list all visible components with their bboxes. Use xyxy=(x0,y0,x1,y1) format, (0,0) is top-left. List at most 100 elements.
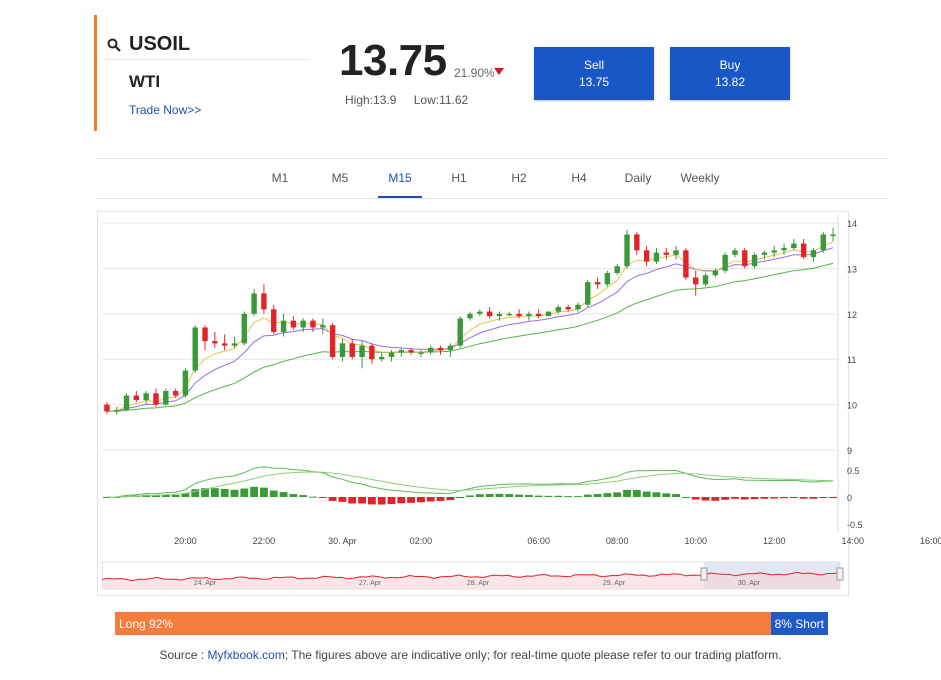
sentiment-bar: Long 92% 8% Short xyxy=(115,612,828,635)
oscillator-histogram-bar xyxy=(564,496,573,498)
time-tick-label: 10:00 xyxy=(684,536,707,546)
candle-body xyxy=(192,327,198,371)
symbol-title: USOIL xyxy=(129,33,191,55)
tab-m1[interactable]: M1 xyxy=(271,171,289,185)
sell-label: Sell xyxy=(583,57,604,72)
oscillator-histogram-bar xyxy=(367,497,376,505)
candle-body xyxy=(830,234,836,236)
oscillator-histogram-bar xyxy=(456,497,465,498)
search-icon[interactable] xyxy=(107,38,121,52)
candle-body xyxy=(388,352,395,357)
candle-body xyxy=(575,304,581,310)
candle-body xyxy=(378,356,385,360)
price-tick-label: 11 xyxy=(847,355,856,365)
source-prefix: Source : xyxy=(159,648,208,662)
candle-body xyxy=(761,252,768,255)
candle-body xyxy=(418,352,424,354)
ma-slow-line xyxy=(106,262,834,412)
time-tick-label: 30. Apr xyxy=(328,536,357,546)
tab-daily[interactable]: Daily xyxy=(624,171,652,185)
oscillator-histogram-bar xyxy=(230,489,239,497)
tab-h4[interactable]: H4 xyxy=(571,171,587,185)
navigator-series-line xyxy=(101,571,841,582)
tab-weekly[interactable]: Weekly xyxy=(680,171,720,185)
oscillator-histogram-bar xyxy=(799,497,808,499)
candle-body xyxy=(369,345,375,360)
oscillator-histogram-bar xyxy=(210,488,219,497)
oscillator-histogram-bar xyxy=(760,497,769,499)
candle-body xyxy=(496,313,503,317)
candle-body xyxy=(467,313,473,319)
oscillator-histogram-bar xyxy=(770,497,779,499)
navigator-date-label: 27. Apr xyxy=(359,580,382,587)
price-tick-label: 10 xyxy=(847,401,857,411)
tab-m5[interactable]: M5 xyxy=(331,171,349,185)
candle-body xyxy=(526,313,532,317)
trade-now-link[interactable]: Trade Now>> xyxy=(129,103,202,117)
oscillator-histogram-bar xyxy=(534,495,543,497)
oscillator-tick-label: 0 xyxy=(847,493,852,503)
ma-fast-line xyxy=(106,241,834,412)
arrow-down-icon xyxy=(494,68,504,75)
buy-button[interactable]: Buy 13.82 xyxy=(670,47,790,100)
oscillator-histogram-bar xyxy=(789,497,798,498)
candle-body xyxy=(457,318,463,346)
oscillator-histogram-bar xyxy=(377,497,386,505)
oscillator-histogram-bar xyxy=(279,492,288,497)
candle-body xyxy=(565,307,571,310)
candle-body xyxy=(810,250,817,258)
buy-label: Buy xyxy=(719,57,741,72)
accent-bar xyxy=(94,15,97,131)
sell-button[interactable]: Sell 13.75 xyxy=(534,47,654,100)
oscillator-histogram-bar xyxy=(259,487,268,497)
candle-body xyxy=(516,313,522,317)
candle-body xyxy=(231,343,238,346)
oscillator-histogram-bar xyxy=(318,497,327,498)
oscillator-histogram-bar xyxy=(152,495,160,497)
tab-h1[interactable]: H1 xyxy=(451,171,467,185)
oscillator-histogram-bar xyxy=(299,495,308,497)
navigator-date-label: 24. Apr xyxy=(194,580,217,587)
short-segment: 8% Short xyxy=(770,612,828,635)
candle-body xyxy=(585,282,591,305)
candle-body xyxy=(300,320,306,328)
navigator-handle xyxy=(836,567,844,581)
high-value: High:13.9 xyxy=(345,93,397,107)
oscillator-histogram-bar xyxy=(681,496,690,498)
oscillator-histogram-bar xyxy=(191,489,200,497)
candle-body xyxy=(221,343,228,346)
candle-body xyxy=(712,270,719,276)
candle-body xyxy=(143,393,149,401)
tabs-divider-bottom xyxy=(95,198,888,199)
candle-body xyxy=(722,254,728,271)
price-tick-label: 13 xyxy=(847,264,857,274)
oscillator-histogram-bar xyxy=(269,490,278,497)
candle-body xyxy=(683,250,689,278)
source-link[interactable]: Myfxbook.com xyxy=(207,648,285,662)
oscillator-histogram-bar xyxy=(780,497,788,499)
time-tick-label: 16:00 xyxy=(920,536,941,546)
candle-body xyxy=(241,313,247,344)
tab-h2[interactable]: H2 xyxy=(511,171,527,185)
candle-body xyxy=(771,250,777,253)
oscillator-histogram-bar xyxy=(220,488,229,497)
candle-body xyxy=(634,234,640,251)
oscillator-histogram-bar xyxy=(632,490,641,497)
price-tick-label: 12 xyxy=(847,310,857,320)
candle-body xyxy=(673,250,679,255)
candle-body xyxy=(114,410,120,412)
navigator-date-label: 29. Apr xyxy=(603,580,626,587)
oscillator-histogram-bar xyxy=(583,494,592,497)
source-disclaimer: ; The figures above are indicative only;… xyxy=(284,648,782,662)
candle-body xyxy=(663,252,669,255)
price-chart[interactable]: 9 10 11 12 13 14 0.5 0 -0.5 20:00 22:00 30. Apr 02:0… xyxy=(0,0,941,600)
oscillator-tick-label: 0.5 xyxy=(847,466,860,476)
tab-m15[interactable]: M15 xyxy=(388,171,412,185)
candle-body xyxy=(104,404,110,412)
oscillator-histogram-bar xyxy=(515,494,523,497)
ma-mid-line xyxy=(106,247,834,412)
candle-body xyxy=(290,320,297,328)
navigator-area xyxy=(102,572,840,589)
oscillator-histogram-bar xyxy=(417,497,425,503)
candle-body xyxy=(182,370,189,396)
